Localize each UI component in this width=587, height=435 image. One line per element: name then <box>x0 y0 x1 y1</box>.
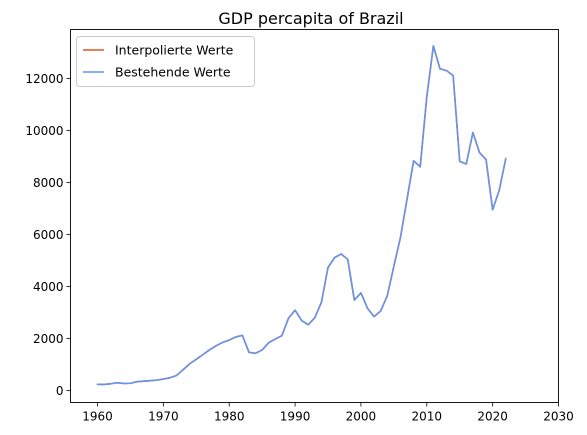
y-tick-label-6000: 6000 <box>33 228 64 242</box>
plot-frame <box>70 29 559 403</box>
x-tick-label-1960: 1960 <box>82 410 113 424</box>
legend: Interpolierte Werte Bestehende Werte <box>76 36 255 87</box>
x-tick-label-1980: 1980 <box>214 410 245 424</box>
x-tick-label-2000: 2000 <box>346 410 377 424</box>
legend-label-interpolated: Interpolierte Werte <box>115 43 234 58</box>
y-tick-label-0: 0 <box>56 384 64 398</box>
x-tick-label-2020: 2020 <box>477 410 508 424</box>
x-tick-label-2030: 2030 <box>543 410 574 424</box>
y-tick-label-8000: 8000 <box>33 176 64 190</box>
y-tick-label-4000: 4000 <box>33 280 64 294</box>
x-tick-label-1990: 1990 <box>280 410 311 424</box>
legend-box <box>76 36 255 87</box>
y-tick-label-2000: 2000 <box>33 332 64 346</box>
series-lines <box>96 45 507 386</box>
series-line-existing <box>96 45 507 386</box>
chart-title: GDP percapita of Brazil <box>218 9 403 28</box>
y-tick-label-10000: 10000 <box>25 124 63 138</box>
axis-ticks: 1960 1970 1980 1990 2000 2010 2020 2030 0 2000 400… <box>25 72 573 424</box>
x-tick-label-2010: 2010 <box>412 410 443 424</box>
x-tick-label-1970: 1970 <box>148 410 179 424</box>
legend-label-existing: Bestehende Werte <box>115 65 231 80</box>
y-tick-label-12000: 12000 <box>25 72 63 86</box>
